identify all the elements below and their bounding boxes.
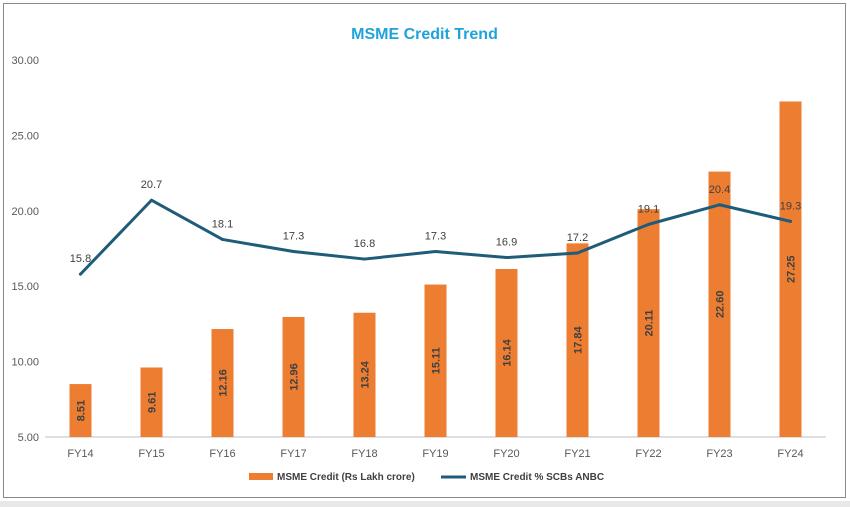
line-data-label: 20.7 — [141, 179, 162, 191]
x-tick-label: FY23 — [706, 448, 732, 460]
line-point — [363, 257, 366, 261]
x-tick-label: FY15 — [138, 448, 164, 460]
legend-bar-label: MSME Credit (Rs Lakh crore) — [277, 472, 415, 483]
bar — [211, 329, 234, 437]
line-point — [505, 256, 508, 260]
bar — [424, 284, 447, 437]
x-tick-label: FY22 — [635, 448, 661, 460]
bar-data-label: 27.25 — [786, 255, 798, 283]
bar — [637, 209, 660, 437]
line-data-label: 15.8 — [70, 253, 91, 265]
legend-bar-swatch — [249, 473, 273, 480]
x-tick-label: FY20 — [493, 448, 519, 460]
bar-data-label: 12.16 — [218, 369, 230, 397]
line-point — [150, 198, 153, 202]
x-tick-label: FY24 — [777, 448, 803, 460]
y-tick-label: 10.00 — [11, 357, 39, 369]
legend-line-label: MSME Credit % SCBs ANBC — [470, 472, 604, 483]
bar-data-label: 15.11 — [431, 347, 443, 374]
line-point — [79, 272, 82, 276]
line-point — [434, 250, 437, 254]
bar — [140, 367, 163, 437]
line-data-label: 16.9 — [496, 237, 517, 249]
bar-data-label: 20.11 — [644, 310, 656, 337]
line-point — [647, 222, 650, 226]
bar — [566, 243, 589, 437]
line-point — [576, 251, 579, 255]
x-tick-label: FY14 — [67, 448, 93, 460]
bar-data-label: 9.61 — [147, 392, 159, 413]
line-data-label: 17.3 — [425, 231, 446, 243]
x-tick-label: FY19 — [422, 448, 448, 460]
bar-data-label: 12.96 — [289, 363, 301, 391]
line-point — [718, 203, 721, 207]
bar-data-label: 8.51 — [76, 400, 88, 421]
chart-title: MSME Credit Trend — [351, 26, 498, 43]
bar — [708, 171, 731, 438]
x-tick-label: FY17 — [280, 448, 306, 460]
line-data-label: 18.1 — [212, 218, 233, 230]
line-point — [221, 237, 224, 241]
bar — [282, 316, 305, 437]
bar — [779, 101, 802, 437]
line-data-label: 17.3 — [283, 231, 304, 243]
x-tick-label: FY18 — [351, 448, 377, 460]
line-data-label: 16.8 — [354, 238, 375, 250]
bar-data-label: 22.60 — [715, 291, 727, 319]
y-tick-label: 5.00 — [18, 432, 39, 444]
y-tick-label: 20.00 — [11, 206, 39, 218]
y-tick-label: 15.00 — [11, 281, 39, 293]
bar-data-label: 16.14 — [502, 338, 514, 366]
x-tick-label: FY16 — [209, 448, 235, 460]
line-data-label: 17.2 — [567, 232, 588, 244]
x-tick-label: FY21 — [564, 448, 590, 460]
bar — [69, 384, 92, 437]
bar — [495, 269, 518, 437]
bar — [353, 312, 376, 437]
line-point — [789, 219, 792, 223]
bar-data-label: 17.84 — [573, 326, 585, 354]
line-data-label: 20.4 — [709, 184, 730, 196]
line-data-label: 19.3 — [780, 200, 801, 212]
line-point — [292, 250, 295, 254]
y-tick-label: 25.00 — [11, 130, 39, 142]
bottom-strip — [0, 501, 850, 507]
line-data-label: 19.1 — [638, 203, 659, 215]
bar-data-label: 13.24 — [360, 360, 372, 388]
y-tick-label: 30.00 — [11, 55, 39, 67]
